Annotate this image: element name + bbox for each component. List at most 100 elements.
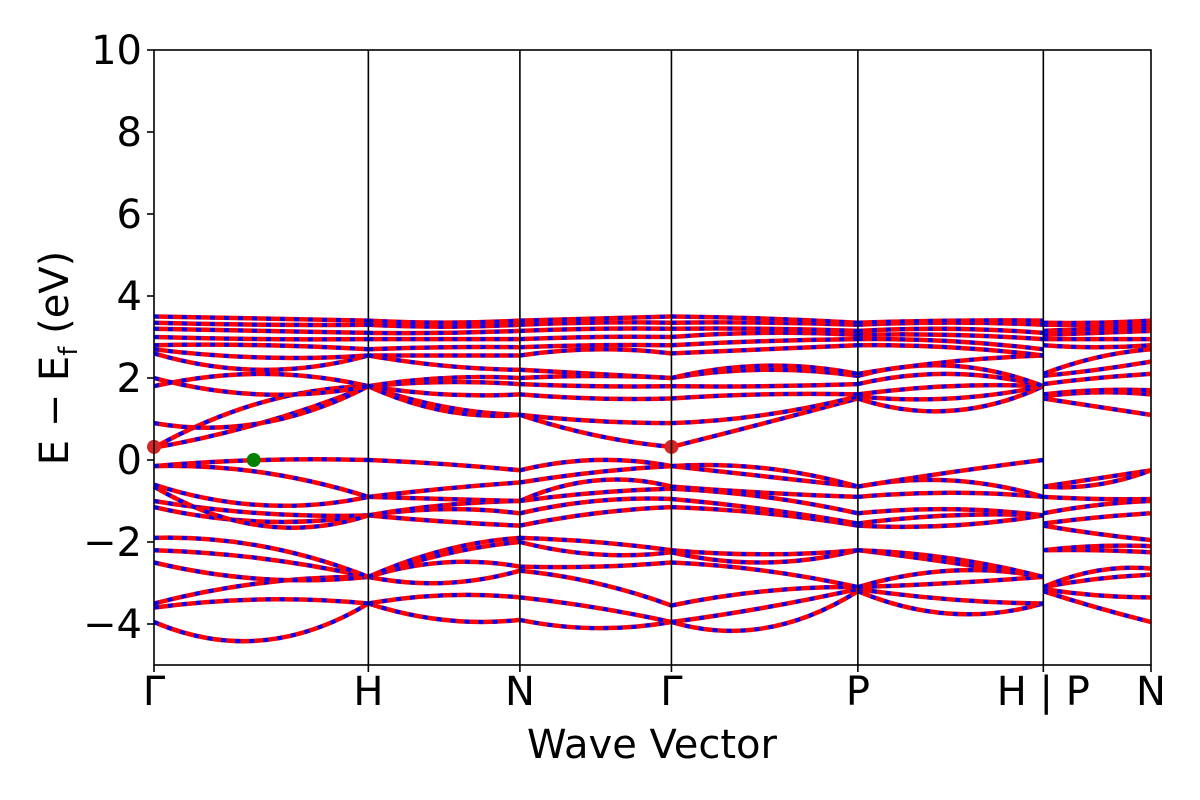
band-spin-down-seg2-b4 [519,540,672,558]
band-spin-up-seg4-b20 [857,332,1044,342]
band-spin-up-seg5-b7 [1043,511,1152,526]
band-spin-up-seg4-b19 [857,336,1044,352]
band-spin-up-seg0-b16 [153,375,369,397]
y-tick-label-3: 4 [117,274,142,320]
band-spin-up-seg3-b20 [671,330,859,340]
band-spin-down-seg1-b0 [367,601,521,624]
band-spin-up-seg0-b11 [153,456,369,469]
y-axis-label-unit: (eV) [32,251,78,347]
band-spin-up-seg0-b18 [153,347,369,361]
band-spin-up-seg3-b21 [671,326,858,334]
band-spin-down-seg2-b17 [519,367,672,380]
x-tick-label-5: H | P [997,669,1090,715]
band-spin-up-seg3-b19 [671,336,858,348]
x-tick-label-4: P [846,669,870,715]
band-spin-up-seg0-b23 [153,314,369,323]
band-spin-up-seg4-b17 [857,353,1044,377]
band-spin-down-seg2-b5 [519,535,672,553]
band-spin-up-seg3-b22 [671,320,858,327]
band-spin-down-seg1-b10 [368,480,521,499]
band-spin-down-seg2-b10 [519,464,672,485]
band-spin-up-seg4-b6 [857,513,1044,530]
band-spin-up-seg4-b21 [857,326,1044,336]
x-tick-label-3: Γ [660,669,683,715]
band-spin-up-seg5-b20 [1043,328,1152,338]
band-spin-up-seg5-b21 [1043,326,1152,334]
band-spin-up-seg3-b6 [671,504,859,528]
band-spin-down-seg2-b21 [519,326,672,333]
band-spin-up-seg3-b3 [671,560,859,590]
band-spin-up-seg5-b11 [1043,468,1152,490]
band-spin-down-seg2-b16 [519,373,672,380]
band-spin-down-seg1-b23 [368,318,521,325]
band-spin-up-seg5-b14 [1043,387,1152,397]
x-axis-ticks: Γ H N Γ P H | P N [143,665,1166,715]
band-spin-down-seg2-b11 [519,457,672,473]
band-spin-up-seg3-b13 [671,394,859,426]
band-spin-up-seg0-b1 [153,597,369,610]
band-spin-up-seg3-b7 [671,496,859,526]
band-spin-up-seg3-b18 [671,342,858,356]
band-spin-up-seg3-b14 [671,391,858,401]
y-tick-label-6: −2 [83,520,142,566]
band-spin-up-seg3-b17 [670,363,859,381]
band-spin-up-seg5-b15 [1043,371,1152,387]
band-spin-up-seg0-b4 [153,547,369,580]
band-spin-down-seg1-b21 [368,328,520,336]
bands-layer [152,314,1152,644]
band-spin-down-seg2-b12 [519,413,672,449]
band-spin-up-seg0-b19 [153,342,369,352]
band-spin-up-seg5-b12 [1042,396,1152,418]
band-spin-down-seg2-b6 [519,505,672,528]
band-spin-up-seg5-b2 [1042,572,1152,590]
band-spin-down-seg5-b3 [1042,565,1152,589]
band-spin-down-seg3-b12 [670,396,859,449]
band-spin-down-seg0-b13 [153,384,369,450]
y-tick-label-0: 10 [91,28,142,74]
band-spin-up-seg5-b18 [1043,342,1152,350]
band-spin-down-seg3-b0 [670,589,859,633]
vbm-marker-0 [246,453,261,467]
band-spin-down-seg2-b20 [519,334,672,342]
band-spin-down-seg1-b22 [368,322,521,329]
y-tick-label-2: 6 [117,192,142,238]
axes-border [153,49,1152,666]
band-spin-down-seg5-b0 [1042,589,1152,624]
band-spin-down-seg1-b13 [367,384,521,418]
y-tick-label-4: 2 [117,356,142,402]
high-symmetry-lines [367,50,1045,665]
y-tick-label-5: 0 [117,438,142,484]
axes-frame [153,49,1152,666]
band-spin-down-seg0-b8 [152,484,370,530]
band-spin-down-seg1-b1 [368,592,521,606]
band-spin-down-seg1-b14 [368,384,521,398]
band-spin-up-seg5-b8 [1042,498,1152,516]
band-spin-up-seg4-b2 [857,574,1044,590]
band-spin-up-seg5-b5 [1043,543,1152,553]
band-spin-down-seg2-b7 [519,496,672,516]
band-spin-up-seg4-b11 [857,457,1044,489]
y-axis-label-subscript: f [54,346,84,356]
band-spin-down-seg1-b9 [368,494,520,503]
band-spin-down-seg2-b19 [519,342,672,350]
band-spin-down-seg2-b15 [519,382,672,389]
band-spin-up-seg0-b21 [153,326,369,336]
band-spin-down-seg2-b0 [519,617,672,631]
y-tick-label-1: 8 [117,110,142,156]
band-spin-up-seg0-b22 [153,320,369,328]
band-spin-up-seg4-b18 [857,342,1044,358]
band-spin-up-seg0-b9 [153,482,369,509]
y-axis-ticks: 10 8 6 4 2 0 −2 −4 [83,28,154,648]
band-spin-down-seg0-b0 [153,601,370,644]
band-spin-down-seg2-b3 [519,560,672,570]
band-spin-down-seg1-b8 [368,499,520,518]
band-spin-up-seg5-b6 [1042,523,1152,543]
band-spin-down-seg2-b18 [519,347,672,358]
band-spin-up-seg5-b1 [1042,586,1152,600]
y-axis-label: E − Ef (eV) [32,251,84,466]
band-spin-up-seg0-b3 [153,560,369,583]
x-tick-label-6: N [1136,669,1166,715]
x-tick-label-2: N [505,669,535,715]
band-spin-down-seg2-b8 [519,486,672,503]
